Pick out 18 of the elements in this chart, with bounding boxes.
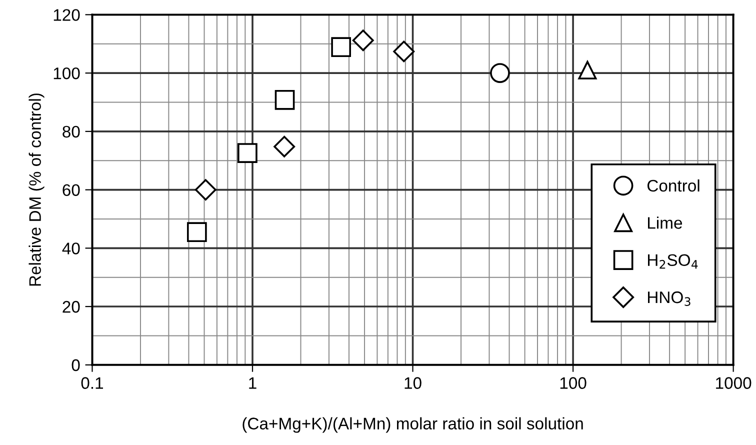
y-axis-title: Relative DM (% of control) xyxy=(28,94,44,286)
y-tick-label: 0 xyxy=(72,359,80,372)
x-tick-label: 100 xyxy=(560,377,586,389)
y-tick-label: 120 xyxy=(54,9,80,21)
legend-label: H$_{2}$SO$_{4}$ xyxy=(648,254,698,269)
legend-label: Lime xyxy=(648,216,682,229)
y-tick-label: 100 xyxy=(54,67,80,80)
x-tick-label: 10 xyxy=(404,377,422,389)
x-tick-label: 1 xyxy=(249,377,256,389)
y-tick-label: 20 xyxy=(62,300,80,313)
legend-label: HNO$_{3}$ xyxy=(648,291,690,306)
x-tick-label: 0.1 xyxy=(81,377,104,389)
y-tick-label: 80 xyxy=(62,126,80,138)
y-tick-label: 60 xyxy=(62,184,80,196)
y-tick-label: 40 xyxy=(62,242,80,254)
legend-label: Control xyxy=(647,179,700,192)
x-tick-label: 1000 xyxy=(716,377,752,389)
x-axis-title: (Ca+Mg+K)/(Al+Mn) molar ratio in soil solution xyxy=(242,417,583,433)
